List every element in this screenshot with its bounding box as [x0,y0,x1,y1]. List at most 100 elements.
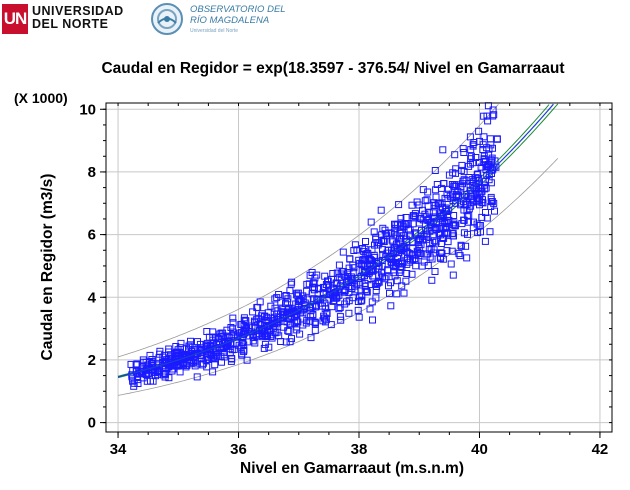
data-point [418,262,426,270]
data-point [484,117,492,125]
data-point [415,241,423,248]
data-point [367,218,375,226]
data-point [249,308,257,316]
data-point [314,296,322,304]
data-point [388,236,396,244]
data-point [486,228,494,236]
data-point [400,289,408,297]
data-point [230,345,238,353]
data-point [311,326,319,334]
data-point [163,356,171,364]
data-point [328,303,336,311]
data-point [475,127,483,135]
data-point [156,347,164,355]
data-point [444,185,452,193]
y-tick-label: 2 [88,352,96,369]
data-point [308,290,316,298]
university-name-line2: DEL NORTE [32,17,109,31]
x-tick-label: 34 [110,441,127,458]
data-point [286,338,294,346]
data-point [431,167,439,174]
university-name-line1: UNIVERSIDAD [32,4,124,18]
data-point [263,313,271,321]
data-point [457,166,465,174]
data-point [324,277,332,285]
data-point [429,209,437,217]
data-point [174,361,182,369]
data-point [296,296,304,304]
data-point [469,141,477,149]
data-point [355,313,363,321]
data-point [395,201,403,209]
data-point [436,209,444,217]
y-tick-label: 0 [88,415,96,432]
data-point [491,207,498,215]
data-point [144,361,152,369]
data-point [362,238,369,245]
data-point [310,295,318,303]
data-point [358,292,366,300]
data-point [402,277,410,285]
data-point [379,237,387,245]
data-point [309,310,317,318]
data-point [191,362,199,370]
data-point [465,174,473,181]
data-point [240,348,248,356]
data-point [187,337,194,345]
data-point [449,271,457,279]
data-point [446,192,454,200]
data-point [307,334,315,342]
data-point [369,266,377,274]
data-point [470,177,478,185]
data-point [460,193,468,201]
data-point [451,221,459,229]
data-point [311,303,319,311]
data-point [424,188,432,196]
data-point [431,268,439,275]
data-point [403,260,411,268]
data-point [412,256,420,264]
data-point [451,182,459,190]
data-point [343,298,350,306]
data-point [162,364,169,372]
observatory-name-line1: OBSERVATORIO DEL [190,4,286,15]
data-point [474,229,482,237]
data-point [435,230,443,238]
data-point [493,135,501,143]
data-point [460,149,468,156]
data-point [424,250,432,258]
data-point [463,212,471,220]
observatory-tagline: Universidad del Norte [190,28,239,34]
data-point [368,298,376,306]
data-point [439,255,447,263]
data-point [476,201,483,209]
data-point [139,356,147,364]
data-point [456,252,464,260]
data-point [460,176,468,184]
data-point [438,217,446,225]
data-point [451,151,459,159]
data-point [408,270,416,278]
data-point [335,273,343,281]
data-point [489,112,497,120]
data-point [428,276,436,284]
y-multiplier-label: (X 1000) [14,90,68,106]
data-point [228,355,236,362]
grid [106,103,612,432]
data-point [388,259,396,267]
data-point [349,294,357,302]
data-point [435,200,443,208]
data-point [386,289,393,297]
data-point [280,313,288,321]
data-points [127,102,501,390]
data-point [482,177,489,185]
data-point [486,135,494,143]
data-point [176,368,184,376]
observatory-emblem-icon [151,3,183,35]
data-point [457,241,465,249]
data-point [344,273,352,280]
data-point [369,316,376,324]
data-point [379,250,387,258]
data-point [312,319,319,327]
